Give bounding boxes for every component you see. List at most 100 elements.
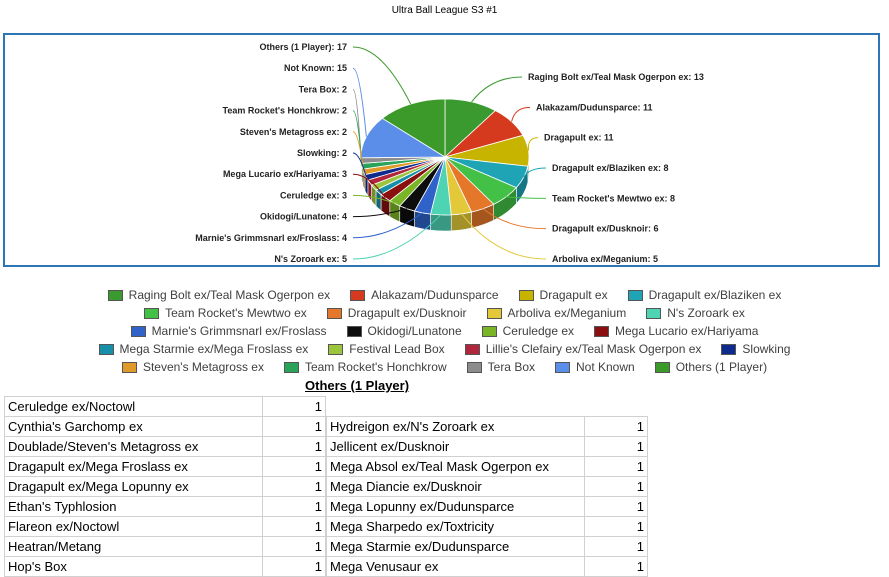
deck-name-cell: Mega Diancie ex/Dusknoir xyxy=(327,477,585,497)
legend-row: Mega Starmie ex/Mega Froslass ex Festival… xyxy=(0,340,889,358)
data-label-6: Arboliva ex/Meganium: 5 xyxy=(552,254,658,264)
data-label-16: Steven's Metagross ex: 2 xyxy=(240,127,347,137)
data-label-7: N's Zoroark ex: 5 xyxy=(274,254,347,264)
deck-name-cell: Jellicent ex/Dusknoir xyxy=(327,437,585,457)
deck-name-cell: Mega Sharpedo ex/Toxtricity xyxy=(327,517,585,537)
legend-label: Mega Lucario ex/Hariyama xyxy=(615,324,758,338)
legend-row: Raging Bolt ex/Teal Mask Ogerpon ex Alaka… xyxy=(0,286,889,304)
data-label-18: Tera Box: 2 xyxy=(299,84,347,94)
deck-count-cell: 1 xyxy=(263,557,326,577)
deck-count-cell: 1 xyxy=(585,557,648,577)
legend-item: Not Known xyxy=(555,360,635,374)
legend-item: Raging Bolt ex/Teal Mask Ogerpon ex xyxy=(108,288,330,302)
legend-item: Mega Lucario ex/Hariyama xyxy=(594,324,758,338)
legend-label: Others (1 Player) xyxy=(676,360,767,374)
legend-item: Others (1 Player) xyxy=(655,360,767,374)
legend-swatch xyxy=(131,326,146,337)
deck-count-cell: 1 xyxy=(585,417,648,437)
pie-chart: Raging Bolt ex/Teal Mask Ogerpon ex: 13 A… xyxy=(5,35,880,267)
legend-label: Raging Bolt ex/Teal Mask Ogerpon ex xyxy=(129,288,330,302)
deck-count-cell: 1 xyxy=(585,477,648,497)
legend-item: Festival Lead Box xyxy=(328,342,444,356)
legend-label: Alakazam/Dudunsparce xyxy=(371,288,498,302)
deck-name-cell: Ethan's Typhlosion xyxy=(5,497,263,517)
deck-count-cell: 1 xyxy=(585,517,648,537)
legend-swatch xyxy=(721,344,736,355)
legend-item: Steven's Metagross ex xyxy=(122,360,264,374)
data-label-0: Raging Bolt ex/Teal Mask Ogerpon ex: 13 xyxy=(528,72,704,82)
data-label-2: Dragapult ex: 11 xyxy=(544,133,614,143)
others-heading: Others (1 Player) xyxy=(305,378,409,393)
chart-frame: Raging Bolt ex/Teal Mask Ogerpon ex: 13 A… xyxy=(3,33,880,267)
legend-item: Team Rocket's Honchkrow xyxy=(284,360,447,374)
legend-label: Slowking xyxy=(742,342,790,356)
legend-row: Team Rocket's Mewtwo ex Dragapult ex/Dusk… xyxy=(0,304,889,322)
legend-swatch xyxy=(122,362,137,373)
legend-label: Dragapult ex/Dusknoir xyxy=(348,306,467,320)
deck-name-cell: Doublade/Steven's Metagross ex xyxy=(5,437,263,457)
deck-name-cell: Flareon ex/Noctowl xyxy=(5,517,263,537)
deck-name-cell: Hop's Box xyxy=(5,557,263,577)
legend-label: Tera Box xyxy=(488,360,535,374)
legend-item: Dragapult ex/Blaziken ex xyxy=(628,288,782,302)
legend-item: Team Rocket's Mewtwo ex xyxy=(144,306,307,320)
deck-name-cell: Mega Starmie ex/Dudunsparce xyxy=(327,537,585,557)
legend-label: Arboliva ex/Meganium xyxy=(508,306,627,320)
data-label-20: Others (1 Player): 17 xyxy=(259,42,347,52)
legend-label: Team Rocket's Mewtwo ex xyxy=(165,306,307,320)
deck-count-cell: 1 xyxy=(585,497,648,517)
deck-name-cell: Mega Lopunny ex/Dudunsparce xyxy=(327,497,585,517)
deck-name-cell: Ceruledge ex/Noctowl xyxy=(5,397,263,417)
legend-swatch xyxy=(284,362,299,373)
data-label-8: Marnie's Grimmsnarl ex/Froslass: 4 xyxy=(195,233,347,243)
legend-label: Mega Starmie ex/Mega Froslass ex xyxy=(120,342,309,356)
deck-count-cell: 1 xyxy=(585,537,648,557)
legend-swatch xyxy=(646,308,661,319)
leader-line-0 xyxy=(472,77,522,102)
legend-swatch xyxy=(482,326,497,337)
legend-label: Dragapult ex xyxy=(540,288,608,302)
deck-name-cell: Cynthia's Garchomp ex xyxy=(5,417,263,437)
legend-item: Ceruledge ex xyxy=(482,324,574,338)
deck-count-cell: 1 xyxy=(263,437,326,457)
chart-title: Ultra Ball League S3 #1 xyxy=(0,5,889,16)
legend-label: Ceruledge ex xyxy=(503,324,574,338)
legend-swatch xyxy=(99,344,114,355)
data-label-1: Alakazam/Dudunsparce: 11 xyxy=(536,102,653,112)
legend-label: Lillie's Clefairy ex/Teal Mask Ogerpon e… xyxy=(486,342,702,356)
legend-item: Tera Box xyxy=(467,360,535,374)
legend-label: Team Rocket's Honchkrow xyxy=(305,360,447,374)
legend-swatch xyxy=(328,344,343,355)
pie-side-7 xyxy=(431,214,452,231)
legend-item: N's Zoroark ex xyxy=(646,306,745,320)
deck-name-cell: Dragapult ex/Mega Lopunny ex xyxy=(5,477,263,497)
legend-swatch xyxy=(655,362,670,373)
legend-label: N's Zoroark ex xyxy=(667,306,745,320)
data-label-17: Team Rocket's Honchkrow: 2 xyxy=(222,106,347,116)
leader-line-2 xyxy=(528,138,538,151)
legend-item: Alakazam/Dudunsparce xyxy=(350,288,498,302)
data-label-19: Not Known: 15 xyxy=(284,63,347,73)
legend-swatch xyxy=(350,290,365,301)
legend-swatch xyxy=(487,308,502,319)
legend-swatch xyxy=(347,326,362,337)
deck-name-cell: Heatran/Metang xyxy=(5,537,263,557)
legend-label: Not Known xyxy=(576,360,635,374)
legend-swatch xyxy=(108,290,123,301)
legend-swatch xyxy=(467,362,482,373)
legend-label: Festival Lead Box xyxy=(349,342,444,356)
